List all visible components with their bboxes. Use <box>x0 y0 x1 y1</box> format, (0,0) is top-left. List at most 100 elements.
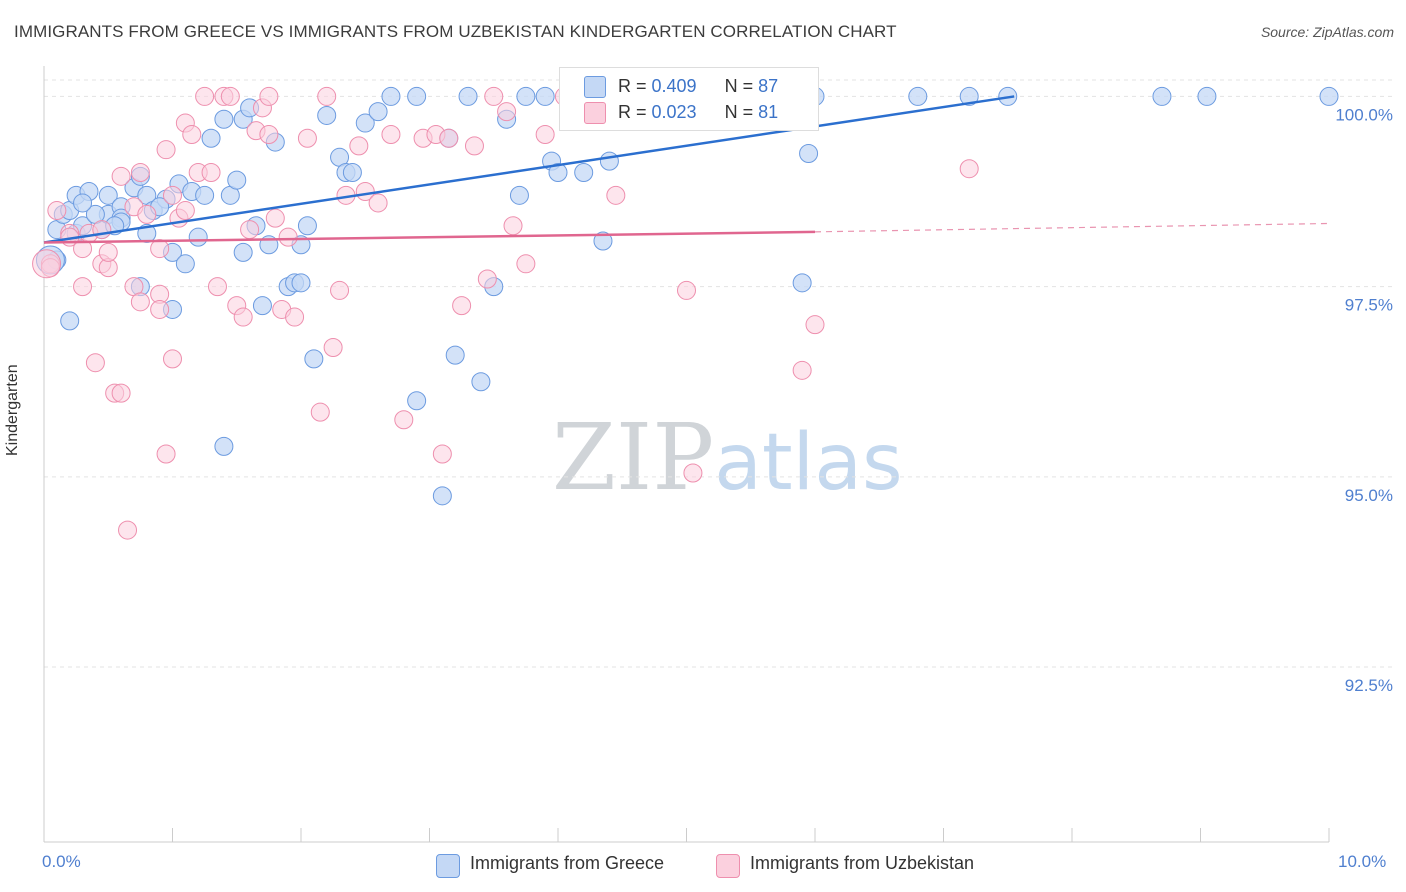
y-tick-labels: 92.5% 95.0% 97.5% 100.0% <box>1335 105 1393 695</box>
point-uzbekistan <box>310 402 330 422</box>
point-greece <box>799 143 819 163</box>
point-greece <box>908 86 928 106</box>
point-greece <box>297 216 317 236</box>
point-greece <box>1319 86 1339 106</box>
point-greece <box>458 86 478 106</box>
point-uzbekistan <box>98 242 118 262</box>
point-uzbekistan <box>677 280 696 300</box>
point-greece <box>471 372 491 392</box>
legend-swatch-greece <box>436 854 460 878</box>
point-greece <box>60 311 80 331</box>
point-uzbekistan <box>432 444 452 464</box>
point-greece <box>509 185 529 205</box>
axes <box>43 66 1330 843</box>
point-uzbekistan <box>516 254 536 274</box>
point-uzbekistan <box>259 124 279 144</box>
point-uzbekistan <box>535 124 555 144</box>
point-greece <box>195 185 215 205</box>
point-greece <box>959 86 979 106</box>
point-uzbekistan <box>606 185 626 205</box>
point-greece <box>593 231 613 251</box>
watermark-atlas: atlas <box>714 418 903 508</box>
point-uzbekistan <box>85 353 105 373</box>
legend-swatch-uzbekistan <box>716 854 740 878</box>
chart-source: Source: ZipAtlas.com <box>1260 24 1394 40</box>
y-tick-label: 100.0% <box>1335 105 1393 124</box>
point-uzbekistan <box>111 166 131 186</box>
trendline-greece <box>43 95 1015 244</box>
point-uzbekistan <box>175 201 195 221</box>
point-greece <box>1152 86 1172 106</box>
legend-r-value: 0.409 <box>651 76 697 96</box>
legend-label-greece: Immigrants from Greece <box>470 853 665 873</box>
point-uzbekistan <box>156 140 176 160</box>
legend-r-label: R = <box>618 76 652 96</box>
point-greece <box>381 86 401 106</box>
point-uzbekistan <box>317 86 337 106</box>
point-greece <box>368 102 388 122</box>
y-tick-label: 95.0% <box>1345 486 1393 505</box>
point-uzbekistan <box>182 124 202 144</box>
point-uzbekistan <box>297 128 317 148</box>
x-tick-label-max: 10.0% <box>1338 852 1387 871</box>
point-uzbekistan <box>207 277 227 297</box>
point-uzbekistan <box>195 86 215 106</box>
point-greece <box>445 345 465 365</box>
point-greece <box>407 391 427 411</box>
point-uzbekistan <box>323 337 343 357</box>
point-uzbekistan <box>150 239 170 259</box>
point-uzbekistan <box>163 185 182 205</box>
y-tick-label: 97.5% <box>1345 296 1393 315</box>
trend-lines <box>43 95 1330 244</box>
point-uzbekistan <box>201 163 221 183</box>
point-uzbekistan <box>73 277 93 297</box>
point-uzbekistan <box>683 463 703 483</box>
x-tick-label-min: 0.0% <box>42 852 81 871</box>
point-uzbekistan <box>278 227 298 247</box>
point-uzbekistan <box>32 249 62 279</box>
point-uzbekistan <box>477 269 497 289</box>
point-greece <box>317 105 337 125</box>
point-greece <box>792 273 812 293</box>
point-uzbekistan <box>394 410 414 430</box>
trendline-uzbekistan <box>43 230 816 244</box>
point-uzbekistan <box>233 307 253 327</box>
point-greece <box>291 273 311 293</box>
point-uzbekistan <box>368 193 388 213</box>
point-greece <box>407 86 427 106</box>
watermark: ZIPatlas <box>552 404 903 511</box>
legend-r-value: 0.023 <box>651 102 697 122</box>
chart-title: IMMIGRANTS FROM GREECE VS IMMIGRANTS FRO… <box>14 22 897 41</box>
point-greece <box>214 436 234 456</box>
point-greece <box>342 163 362 183</box>
point-greece <box>432 486 452 506</box>
legend-swatch-greece <box>584 76 606 98</box>
point-uzbekistan <box>484 86 504 106</box>
point-uzbekistan <box>439 128 459 148</box>
legend-n-value: 87 <box>758 76 779 96</box>
point-greece <box>574 163 594 183</box>
point-greece <box>252 296 272 316</box>
legend-n-label: N = <box>724 102 759 122</box>
watermark-zip: ZIP <box>552 404 715 511</box>
point-uzbekistan <box>220 86 240 106</box>
point-uzbekistan <box>349 136 369 156</box>
y-axis-label: Kindergarten <box>4 364 21 456</box>
point-uzbekistan <box>503 216 523 236</box>
point-uzbekistan <box>497 102 517 122</box>
stats-legend: R = 0.409 N = 87 R = 0.023 N = 81 <box>559 67 819 131</box>
point-uzbekistan <box>452 296 472 316</box>
series-uzbekistan <box>32 86 979 540</box>
point-uzbekistan <box>130 163 150 183</box>
point-uzbekistan <box>265 208 285 228</box>
point-uzbekistan <box>118 520 138 540</box>
point-greece <box>516 86 536 106</box>
point-uzbekistan <box>792 360 812 380</box>
trendline-uzbekistan-extension <box>814 222 1330 233</box>
point-uzbekistan <box>130 292 150 312</box>
point-greece <box>599 151 619 171</box>
point-greece <box>304 349 324 369</box>
point-uzbekistan <box>47 201 67 221</box>
point-greece <box>98 185 118 205</box>
